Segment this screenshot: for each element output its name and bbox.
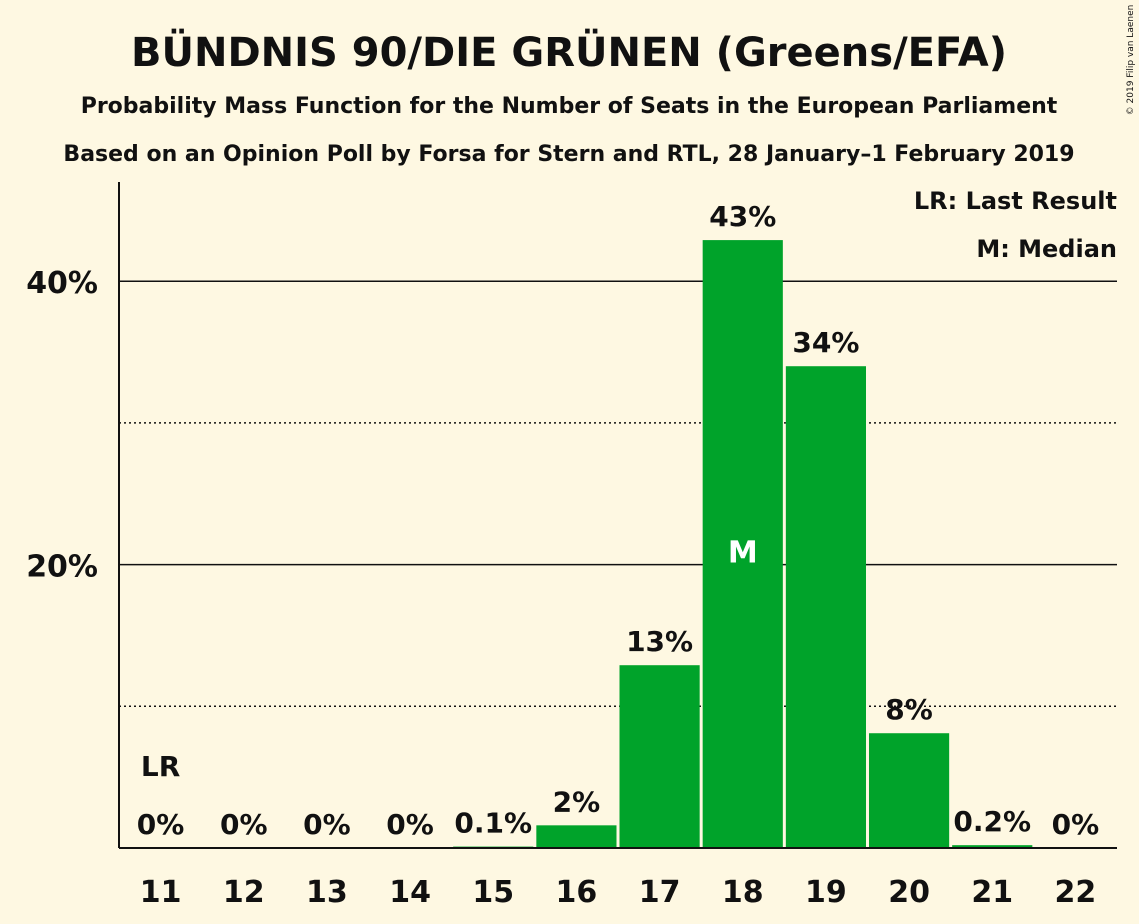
bar-labels: 0% 11 LR 0% 12 0% 13 0% 14 0.1% 15 2% 16 13% 17 43% 18 M 3… <box>137 200 1099 910</box>
bar-value-label: 0% <box>220 808 268 841</box>
x-tick-label: 11 <box>140 875 182 910</box>
bar-value-label: 8% <box>885 693 933 726</box>
x-tick-label: 20 <box>888 875 930 910</box>
bar-value-label: 0% <box>386 808 434 841</box>
bar-value-label: 0% <box>1052 808 1100 841</box>
bar-value-label: 0% <box>303 808 351 841</box>
x-tick-label: 13 <box>306 875 348 910</box>
x-tick-label: 17 <box>639 875 681 910</box>
gridlines: 20% 40% <box>26 266 1117 708</box>
median-marker: M <box>728 535 758 570</box>
bar-value-label: 2% <box>553 785 601 818</box>
last-result-marker: LR <box>141 750 180 783</box>
x-tick-label: 22 <box>1055 875 1097 910</box>
y-tick-label: 20% <box>26 550 98 585</box>
x-tick-label: 21 <box>971 875 1013 910</box>
legend-last-result: LR: Last Result <box>914 187 1117 215</box>
bar <box>619 665 700 848</box>
bar-value-label: 0% <box>137 808 185 841</box>
bar-value-label: 13% <box>626 625 693 658</box>
bar-value-label: 0.2% <box>953 805 1031 838</box>
chart-title: BÜNDNIS 90/DIE GRÜNEN (Greens/EFA) <box>131 28 1007 76</box>
legend-median: M: Median <box>976 235 1117 263</box>
x-tick-label: 18 <box>722 875 764 910</box>
bar <box>785 366 866 848</box>
bar-value-label: 0.1% <box>454 807 532 840</box>
bar <box>536 825 617 848</box>
chart-source: Based on an Opinion Poll by Forsa for St… <box>63 142 1074 167</box>
x-tick-label: 15 <box>472 875 514 910</box>
bar <box>869 733 950 848</box>
bars <box>453 240 1033 849</box>
bar <box>952 845 1033 848</box>
bar <box>702 240 783 848</box>
x-tick-label: 14 <box>389 875 431 910</box>
x-tick-label: 19 <box>805 875 847 910</box>
bar-value-label: 43% <box>709 200 776 233</box>
chart-subtitle: Probability Mass Function for the Number… <box>81 94 1058 119</box>
x-tick-label: 16 <box>556 875 598 910</box>
x-tick-label: 12 <box>223 875 265 910</box>
bar-value-label: 34% <box>792 326 859 359</box>
y-tick-label: 40% <box>26 266 98 301</box>
copyright-text: © 2019 Filip van Laenen <box>1126 5 1136 116</box>
